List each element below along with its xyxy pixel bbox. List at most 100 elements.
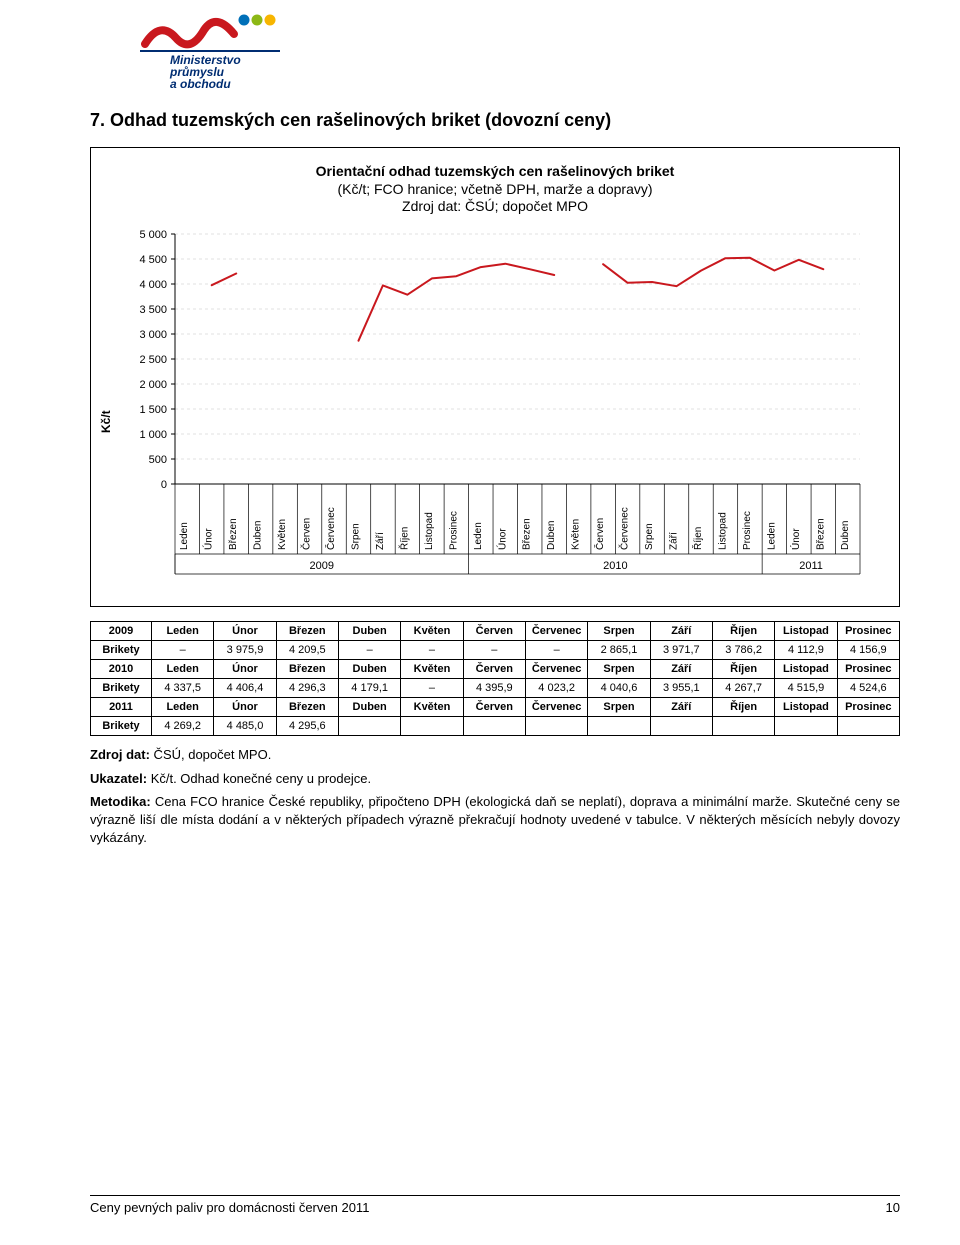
data-table: 2009 Leden Únor Březen Duben Květen Červ… [90,621,900,736]
page-footer: Ceny pevných paliv pro domácnosti červen… [90,1195,900,1215]
col-header: Únor [214,660,276,679]
col-header: Listopad [775,622,837,641]
cell [588,717,650,736]
chart-title: Orientační odhad tuzemských cen rašelino… [105,162,885,180]
col-header: Leden [152,698,214,717]
col-header: Prosinec [837,622,899,641]
col-header: Březen [276,622,338,641]
col-header: Únor [214,622,276,641]
col-header: Červen [463,698,525,717]
col-header: Červenec [525,622,587,641]
col-header: Prosinec [837,698,899,717]
note-source-text: ČSÚ, dopočet MPO. [150,747,271,762]
cell: 4 406,4 [214,679,276,698]
col-header: Červenec [525,660,587,679]
cell: 4 524,6 [837,679,899,698]
svg-text:Červenec: Červenec [324,508,337,551]
row-label: Brikety [91,641,152,660]
svg-text:1 500: 1 500 [139,404,167,416]
svg-text:Duben: Duben [546,521,557,550]
page: Ministerstvo průmyslu a obchodu 7. Odhad… [0,0,960,1245]
cell: 4 395,9 [463,679,525,698]
svg-text:Září: Září [375,532,386,550]
notes-block: Zdroj dat: ČSÚ, dopočet MPO. Ukazatel: K… [90,746,900,846]
cell [463,717,525,736]
year-header: 2010 [91,660,152,679]
cell [401,717,463,736]
cell: 4 112,9 [775,641,837,660]
cell: 3 975,9 [214,641,276,660]
year-header: 2009 [91,622,152,641]
row-label: Brikety [91,679,152,698]
row-label: Brikety [91,717,152,736]
cell: – [338,641,400,660]
col-header: Březen [276,698,338,717]
col-header: Duben [338,622,400,641]
col-header: Únor [214,698,276,717]
note-indicator: Ukazatel: Kč/t. Odhad konečné ceny u pro… [90,770,900,788]
svg-text:3 000: 3 000 [139,329,167,341]
logo-svg: Ministerstvo průmyslu a obchodu [140,10,310,90]
note-indicator-text: Kč/t. Odhad konečné ceny u prodejce. [147,771,371,786]
cell [525,717,587,736]
footer-right: 10 [886,1200,900,1215]
chart-container: Orientační odhad tuzemských cen rašelino… [90,147,900,607]
svg-text:2010: 2010 [603,560,627,572]
col-header: Listopad [775,698,837,717]
cell: – [525,641,587,660]
cell: 4 209,5 [276,641,338,660]
svg-text:2009: 2009 [310,560,334,572]
year-header: 2011 [91,698,152,717]
svg-text:Prosinec: Prosinec [448,511,459,550]
svg-text:Únor: Únor [202,528,215,550]
col-header: Leden [152,622,214,641]
chart-subtitle: (Kč/t; FCO hranice; včetně DPH, marže a … [105,180,885,198]
note-method: Metodika: Cena FCO hranice České republi… [90,793,900,846]
svg-text:Listopad: Listopad [424,513,435,551]
col-header: Červenec [525,698,587,717]
cell: 4 337,5 [152,679,214,698]
svg-text:Prosinec: Prosinec [742,511,753,550]
svg-text:2011: 2011 [799,560,823,572]
col-header: Říjen [712,660,774,679]
table-row: Brikety 4 269,2 4 485,0 4 295,6 [91,717,900,736]
svg-text:4 000: 4 000 [139,279,167,291]
svg-text:Březen: Březen [815,519,826,551]
cell: 3 955,1 [650,679,712,698]
svg-text:500: 500 [149,454,167,466]
cell [650,717,712,736]
cell: 4 269,2 [152,717,214,736]
svg-text:Leden: Leden [179,523,190,551]
svg-text:Duben: Duben [253,521,264,550]
svg-text:Leden: Leden [473,523,484,551]
cell: 2 865,1 [588,641,650,660]
svg-text:0: 0 [161,479,167,491]
cell: 4 485,0 [214,717,276,736]
col-header: Říjen [712,698,774,717]
col-header: Červen [463,622,525,641]
logo-text-3: a obchodu [170,77,231,90]
svg-text:Říjen: Říjen [397,527,410,550]
col-header: Srpen [588,660,650,679]
footer-left: Ceny pevných paliv pro domácnosti červen… [90,1200,369,1215]
note-source-label: Zdroj dat: [90,747,150,762]
section-heading: 7. Odhad tuzemských cen rašelinových bri… [90,110,900,131]
svg-text:Srpen: Srpen [350,524,361,551]
col-header: Srpen [588,622,650,641]
data-tables: 2009 Leden Únor Březen Duben Květen Červ… [90,621,900,736]
col-header: Duben [338,660,400,679]
col-header: Červen [463,660,525,679]
cell [775,717,837,736]
col-header: Duben [338,698,400,717]
cell: – [463,641,525,660]
col-header: Květen [401,622,463,641]
table-row: Brikety 4 337,5 4 406,4 4 296,3 4 179,1 … [91,679,900,698]
svg-text:Listopad: Listopad [717,513,728,551]
cell: – [401,679,463,698]
cell: 4 179,1 [338,679,400,698]
svg-text:1 000: 1 000 [139,429,167,441]
note-indicator-label: Ukazatel: [90,771,147,786]
svg-text:Červen: Červen [300,518,313,550]
col-header: Leden [152,660,214,679]
ministry-logo: Ministerstvo průmyslu a obchodu [140,10,310,90]
